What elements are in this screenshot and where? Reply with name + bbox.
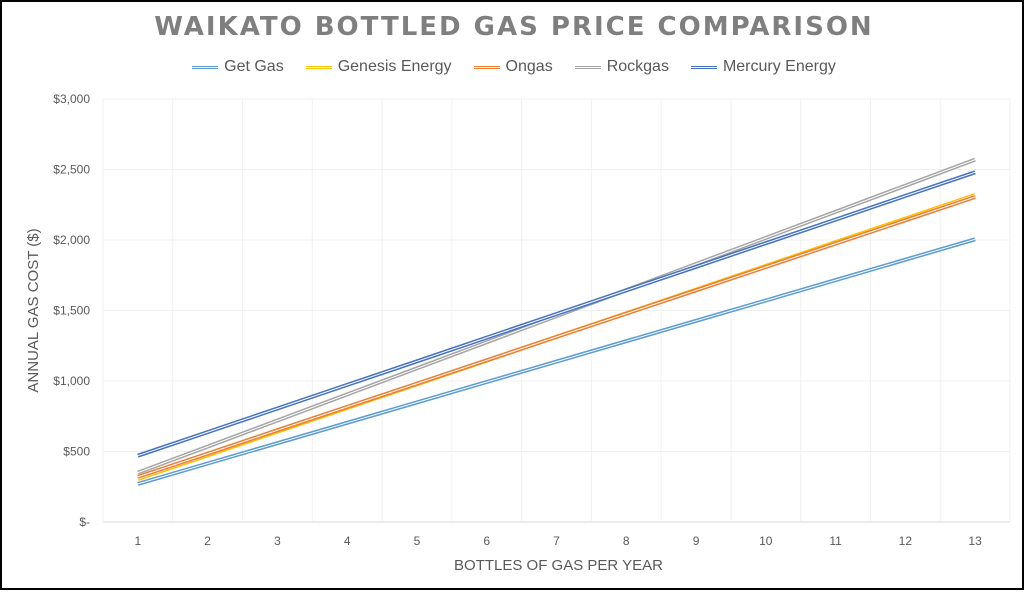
x-axis-title: BOTTLES OF GAS PER YEAR [454,557,663,574]
x-tick-label: 4 [344,534,351,548]
legend-item: Genesis Energy [305,58,452,76]
legend-item: Rockgas [574,58,669,76]
x-tick-label: 11 [829,534,842,548]
legend-item: Get Gas [192,58,284,76]
x-tick-label: 13 [968,534,982,548]
series-line-inner [137,238,976,485]
x-tick-label: 9 [693,534,700,548]
legend-swatch [574,65,601,69]
legend-item: Mercury Energy [690,58,836,76]
y-tick-label: $3,000 [53,92,90,106]
legend-swatch [690,65,717,69]
x-tick-label: 8 [623,534,630,548]
legend-label: Ongas [505,58,553,75]
legend-label: Rockgas [606,58,669,75]
chart-title: WAIKATO BOTTLED GAS PRICE COMPARISON [154,12,874,42]
x-tick-label: 2 [204,534,211,548]
legend-label: Genesis Energy [337,58,452,75]
series-line-inner [137,196,976,478]
legend-item: Ongas [473,58,553,76]
y-tick-label: $- [79,515,90,529]
y-tick-label: $2,000 [53,233,90,247]
x-tick-label: 7 [553,534,560,548]
legend-swatch [473,65,500,69]
chart-legend: Get Gas Genesis Energy Ongas Rockgas Mercury… [2,58,1024,76]
x-tick-label: 6 [483,534,490,548]
x-tick-label: 12 [899,534,913,548]
y-tick-label: $2,500 [53,163,90,177]
x-tick-label: 1 [135,534,142,548]
legend-label: Mercury Energy [722,58,836,75]
series-line-inner [137,171,976,457]
y-tick-label: $1,500 [53,304,90,318]
x-tick-label: 5 [414,534,421,548]
legend-label: Get Gas [224,58,284,75]
y-tick-label: $500 [63,445,90,459]
x-tick-label: 3 [274,534,281,548]
y-axis-title: ANNUAL GAS COST ($) [25,228,42,392]
legend-swatch [305,65,332,69]
legend-swatch [192,65,219,69]
x-tick-label: 10 [759,534,773,548]
y-tick-label: $1,000 [53,374,90,388]
